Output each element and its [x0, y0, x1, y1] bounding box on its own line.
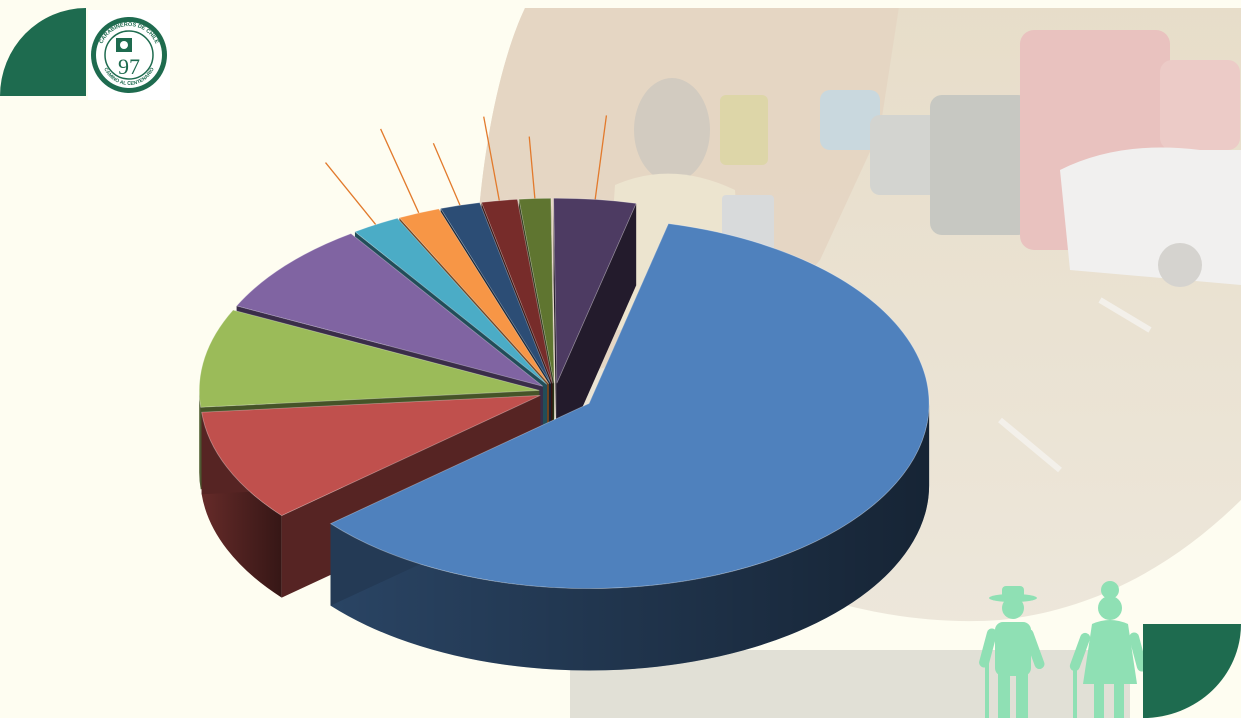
- leader-line: [528, 136, 536, 199]
- pie-slice: [553, 197, 637, 466]
- pie-slice-side-shade: [201, 412, 282, 598]
- elderly-couple-icon: [979, 581, 1145, 718]
- leader-lines: [325, 115, 608, 225]
- pie-slice-wall: [553, 198, 557, 466]
- pie-slice-side-shade: [330, 403, 930, 671]
- pie-slice-top: [480, 198, 553, 384]
- pie-slice-top: [354, 217, 548, 385]
- leader-line: [432, 142, 461, 206]
- pie-slice-top: [518, 197, 555, 384]
- pie-slice-side-shade: [199, 390, 201, 490]
- leader-line: [594, 115, 608, 200]
- pie-slice-top: [198, 309, 540, 408]
- pie-slice-top: [398, 208, 550, 385]
- leader-line: [483, 116, 500, 201]
- pie-slice-top: [201, 395, 541, 517]
- pie-slice-top: [553, 197, 637, 384]
- pie-slice-wall: [556, 203, 637, 466]
- pie-slice-top: [439, 202, 552, 384]
- pie-slice-top: [235, 233, 544, 387]
- seal-logo: CARABINEROS DE CHILE CAMINO AL CENTENARI…: [88, 10, 170, 100]
- leader-line: [325, 162, 377, 225]
- logo-mark: 97: [118, 54, 140, 79]
- pie-slices: [198, 197, 930, 671]
- leader-line: [380, 128, 420, 214]
- pie-slice-top: [329, 223, 930, 589]
- pie-slice: [329, 223, 930, 671]
